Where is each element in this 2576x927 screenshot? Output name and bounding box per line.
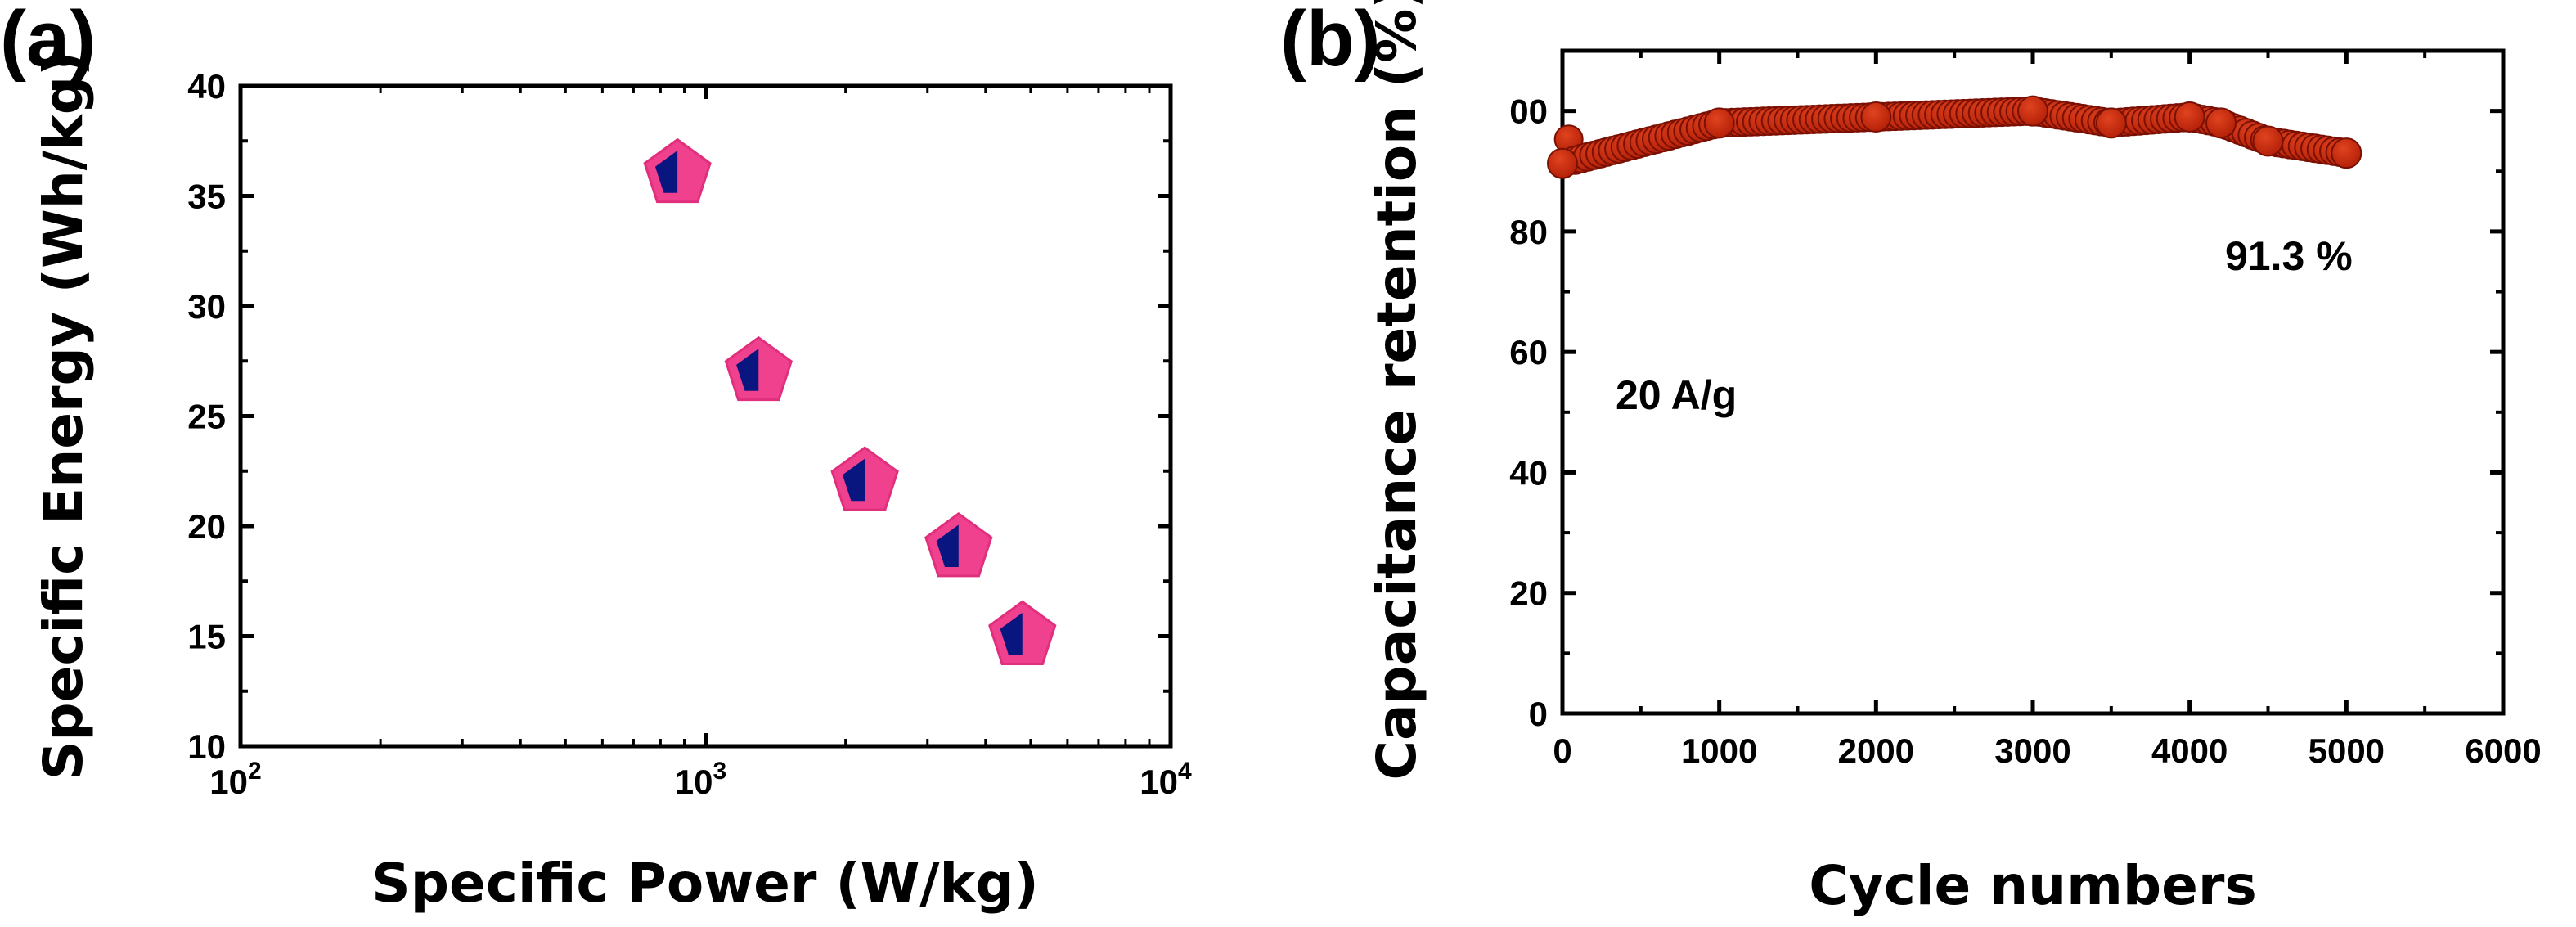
- y-tick-label: 15: [187, 618, 226, 656]
- y-tick-label: 40: [187, 67, 226, 106]
- y-tick-label: 30: [187, 287, 226, 326]
- x-tick-label: 2000: [1838, 731, 1914, 770]
- panel-b-xlabel: Cycle numbers: [1809, 854, 2257, 917]
- data-point: [924, 512, 993, 578]
- data-point: [988, 600, 1057, 665]
- panel-a-label: (a): [0, 0, 96, 83]
- x-tick-exponent: 4: [1178, 758, 1192, 785]
- x-tick-label: 3000: [1994, 731, 2070, 770]
- y-tick-label: 40: [1509, 453, 1548, 492]
- pentagon-half: [736, 349, 759, 391]
- y-tick-label: 20: [1509, 574, 1548, 613]
- pentagon-half: [936, 524, 959, 568]
- panel-b-ylabel: Capacitance retention (%): [1365, 0, 1428, 780]
- pentagon-half: [843, 458, 865, 502]
- x-tick-label: 6000: [2465, 731, 2541, 770]
- data-point: [724, 335, 793, 402]
- data-point: [2252, 125, 2284, 157]
- x-tick-label: 102: [209, 758, 261, 801]
- panel-b-data-points: [1547, 95, 2362, 179]
- data-point: [2095, 107, 2127, 139]
- retention-annotation: 91.3 %: [2225, 233, 2353, 279]
- data-point: [1547, 147, 1578, 179]
- y-tick-label: 00: [1509, 92, 1548, 131]
- y-tick-label: 10: [187, 727, 226, 766]
- y-tick-label: 25: [187, 398, 226, 436]
- y-tick-label: 20: [187, 507, 226, 546]
- panel-b-label: (b): [1280, 0, 1381, 83]
- y-tick-label: 60: [1509, 333, 1548, 371]
- x-tick-base: 10: [1140, 763, 1178, 801]
- x-tick-base: 10: [675, 763, 713, 801]
- panel-a-ylabel: Specific Energy (Wh/kg): [32, 52, 95, 780]
- data-point: [2331, 137, 2362, 169]
- x-tick-exponent: 3: [713, 758, 727, 785]
- data-point: [830, 446, 899, 511]
- data-point: [1703, 107, 1735, 139]
- x-tick-label: 1000: [1681, 731, 1757, 770]
- y-tick-label: 80: [1509, 213, 1548, 251]
- x-tick-exponent: 2: [248, 758, 262, 785]
- panel-a-data-points: [643, 137, 1057, 665]
- data-point: [2017, 95, 2048, 127]
- x-tick-label: 5000: [2309, 731, 2385, 770]
- pentagon-half: [1000, 612, 1023, 655]
- x-tick-label: 104: [1140, 758, 1192, 801]
- data-point: [2174, 101, 2205, 133]
- current-density-annotation: 20 A/g: [1616, 372, 1737, 418]
- x-tick-label: 103: [675, 758, 726, 801]
- x-tick-label: 0: [1553, 731, 1571, 770]
- x-tick-base: 10: [209, 763, 248, 801]
- data-point: [2205, 107, 2237, 139]
- panel-a-xlabel: Specific Power (W/kg): [371, 852, 1039, 915]
- data-point: [643, 137, 712, 204]
- data-point: [1860, 101, 1892, 133]
- x-tick-label: 4000: [2151, 731, 2228, 770]
- y-tick-label: 0: [1529, 695, 1548, 733]
- pentagon-half: [654, 151, 678, 193]
- y-tick-label: 35: [187, 178, 226, 216]
